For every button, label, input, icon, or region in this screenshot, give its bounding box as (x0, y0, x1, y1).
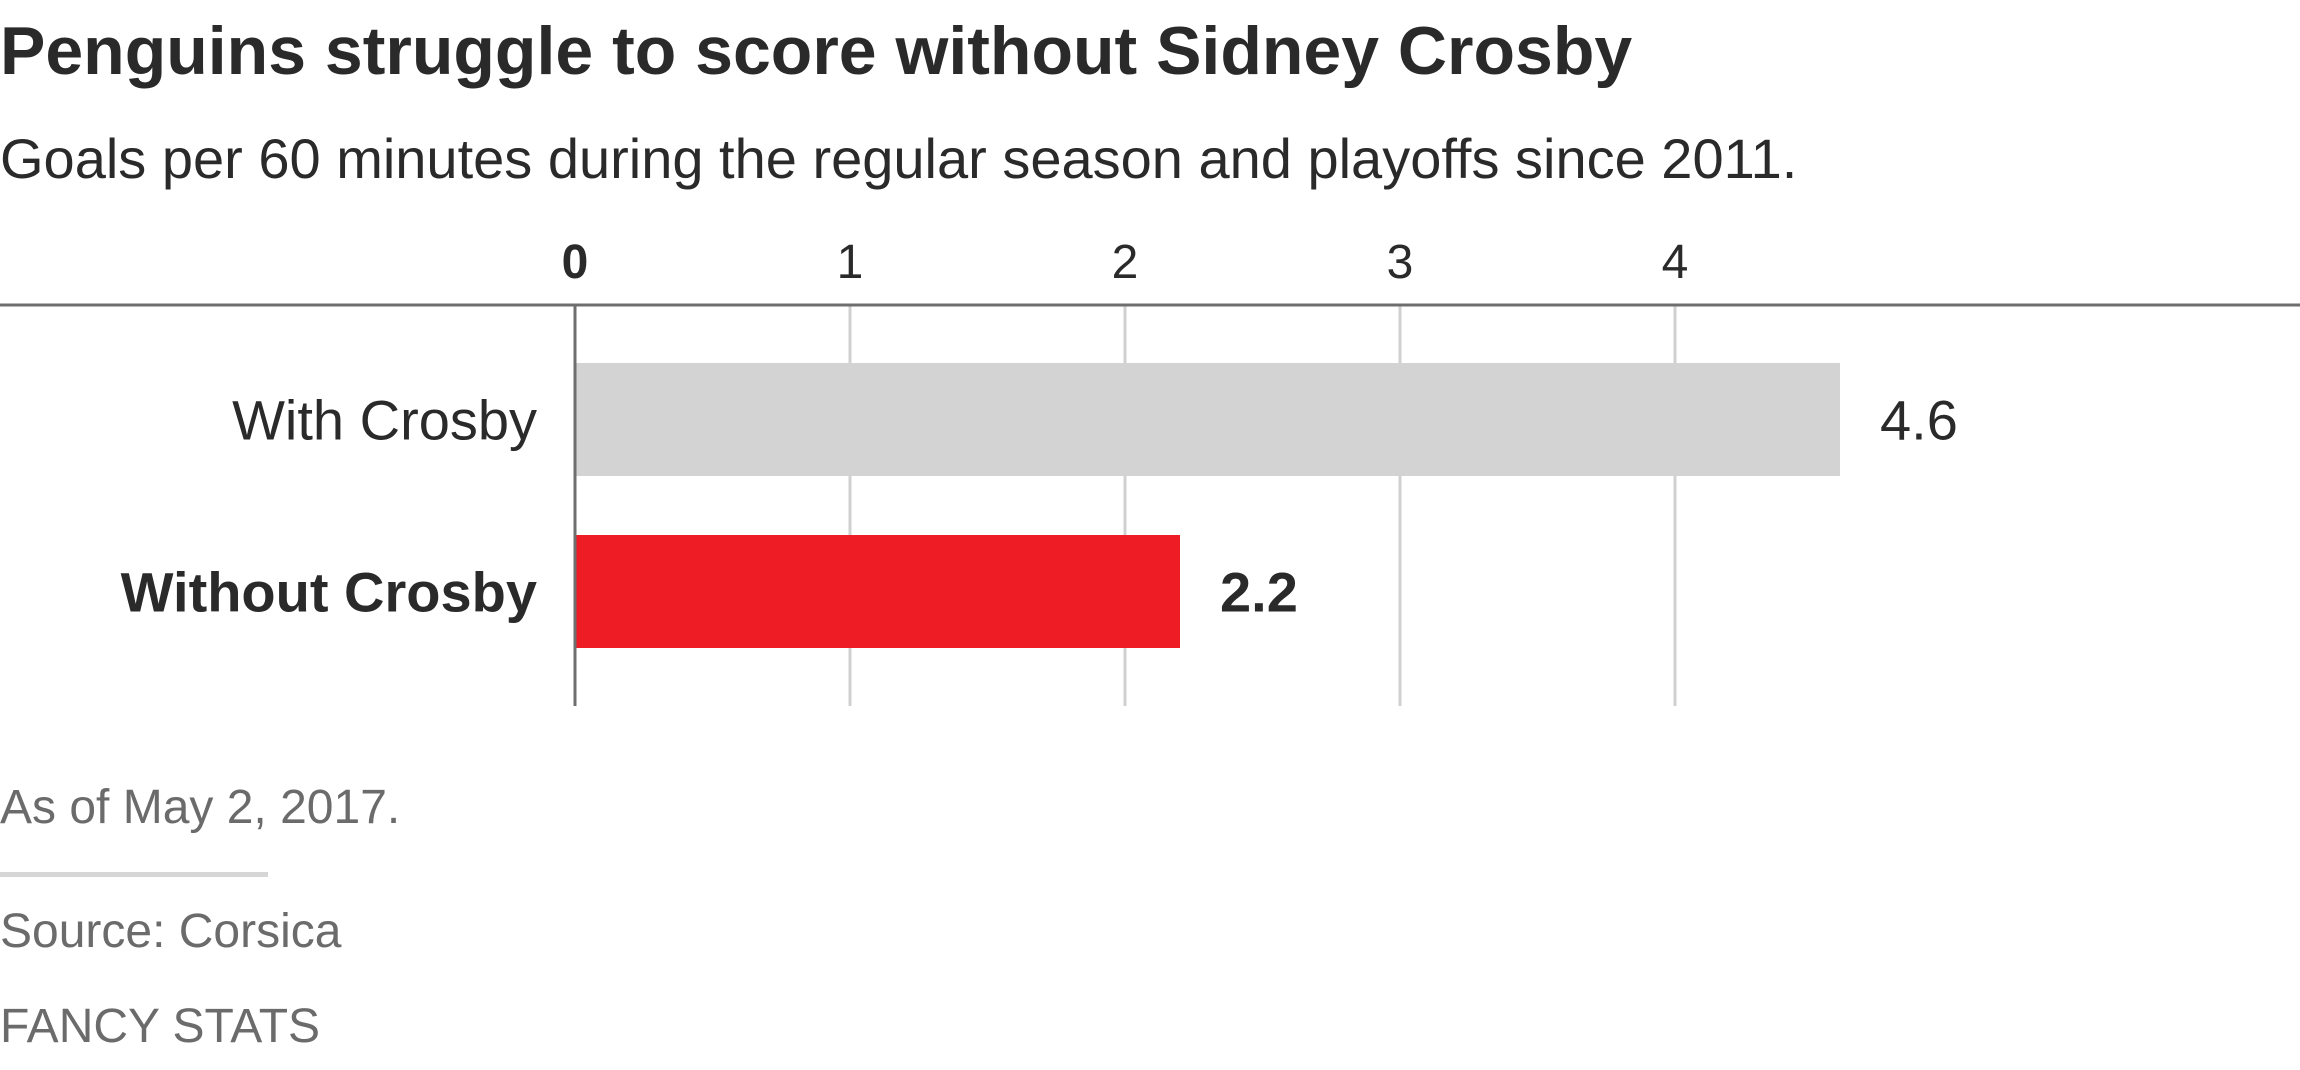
value-label: 2.2 (1220, 561, 1298, 624)
x-tick-label: 2 (1112, 236, 1139, 289)
x-tick-label: 4 (1662, 236, 1689, 289)
date-note: As of May 2, 2017. (0, 781, 401, 834)
source-note: Source: Corsica (0, 905, 342, 958)
credit-note: FANCY STATS (0, 1000, 321, 1053)
chart-title: Penguins struggle to score without Sidne… (0, 13, 1633, 89)
value-label: 4.6 (1880, 389, 1958, 452)
bar-without-crosby (575, 535, 1180, 648)
category-label: Without Crosby (121, 561, 537, 624)
x-axis-ticks: 0 1 2 3 4 (562, 236, 1689, 289)
x-tick-label: 0 (562, 236, 589, 289)
x-tick-label: 3 (1387, 236, 1414, 289)
category-label: With Crosby (232, 389, 537, 452)
bar-chart: 0 1 2 3 4 With Crosby 4.6 Without Crosby 2.2 (0, 236, 2300, 706)
chart-subtitle: Goals per 60 minutes during the regular … (0, 127, 1798, 190)
bar-with-crosby (575, 363, 1840, 476)
x-tick-label: 1 (837, 236, 864, 289)
bars (575, 363, 1840, 648)
labels: With Crosby 4.6 Without Crosby 2.2 (121, 389, 1958, 624)
footer-divider (0, 872, 268, 877)
